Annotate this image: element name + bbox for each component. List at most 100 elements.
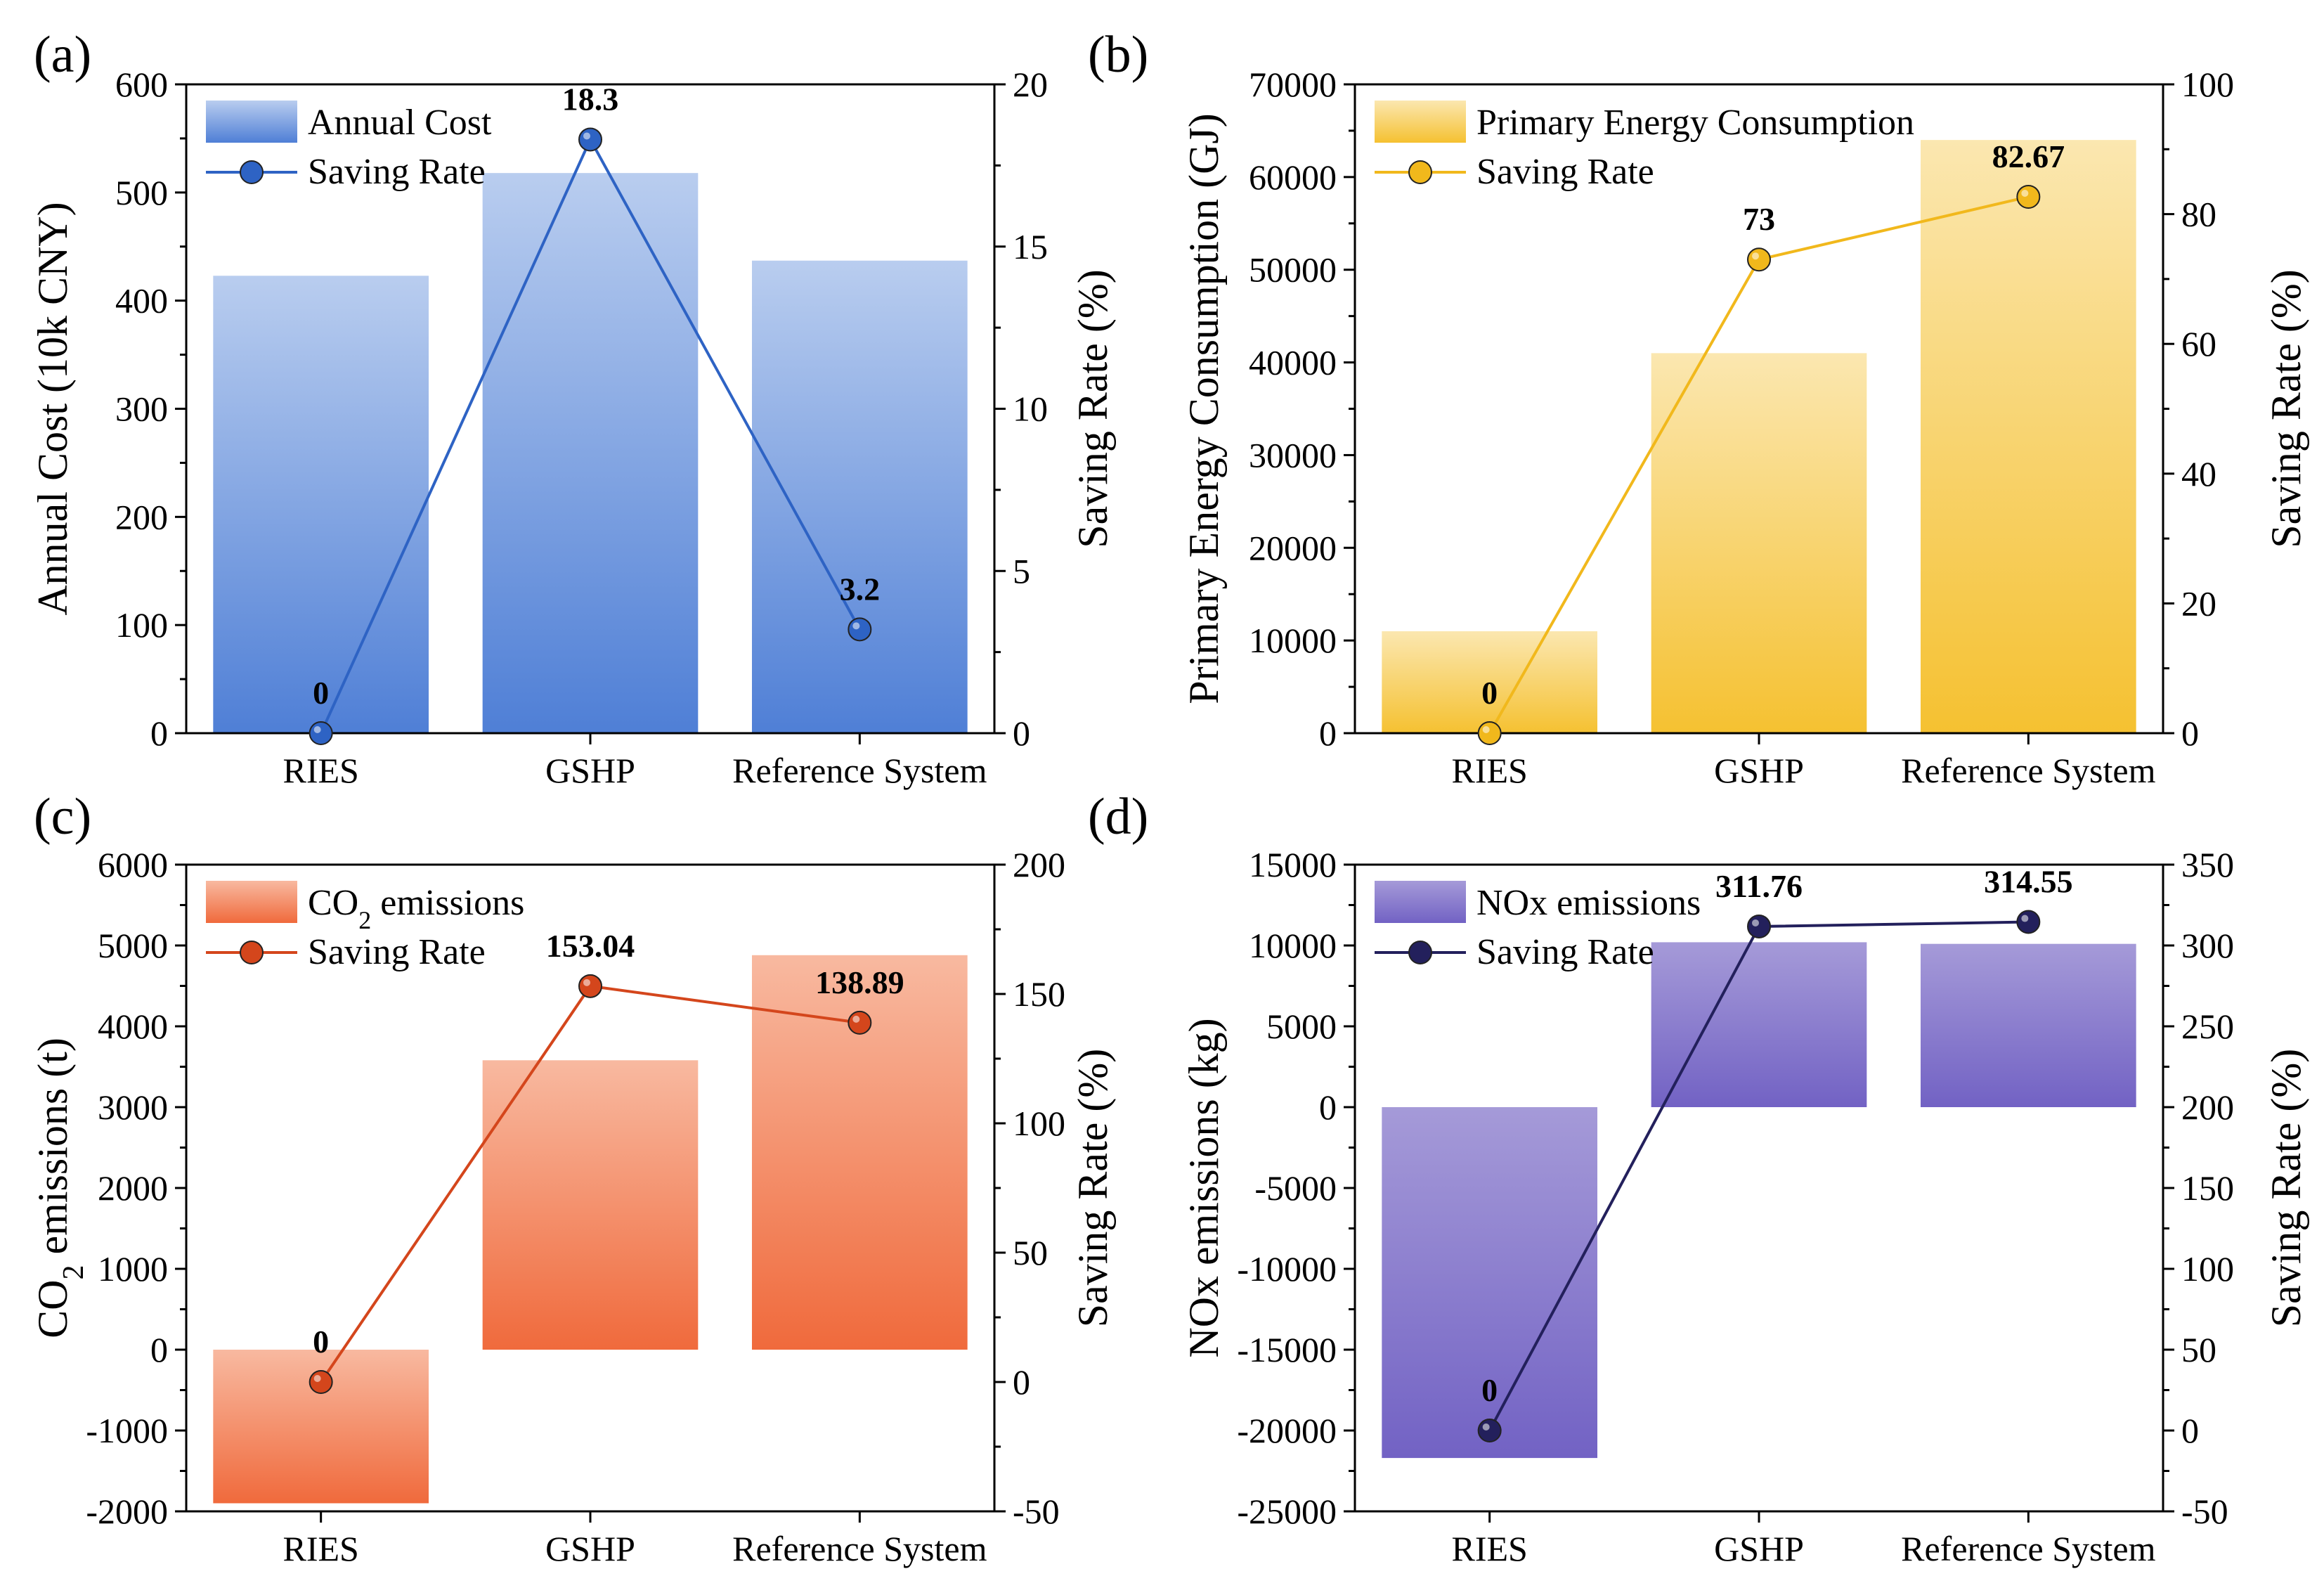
y-tick-label: -10000 — [1237, 1249, 1337, 1289]
x-tick-label: RIES — [1451, 1529, 1527, 1568]
y2-tick-label: 100 — [1013, 1104, 1065, 1143]
y-tick-label: -2000 — [86, 1492, 168, 1531]
y-tick-label: 70000 — [1249, 65, 1337, 104]
point-highlight — [852, 1015, 860, 1023]
y2-tick-label: -50 — [2181, 1492, 2228, 1531]
panel-d: (d) -25000-20000-15000-10000-50000500010… — [1088, 788, 2309, 1568]
y2-tick-label: 350 — [2181, 845, 2234, 884]
bar — [1921, 140, 2136, 734]
y-tick-label: -20000 — [1237, 1411, 1337, 1450]
saving-rate-point — [848, 1010, 872, 1035]
y2-tick-label: 10 — [1013, 389, 1048, 429]
bar — [1921, 943, 2136, 1107]
y-tick-label: 20000 — [1249, 528, 1337, 567]
y-tick-label: 1000 — [98, 1249, 168, 1289]
point-highlight — [583, 979, 590, 986]
panel-label: (d) — [1088, 788, 1148, 846]
y2-tick-label: 150 — [1013, 974, 1065, 1014]
legend-line-label: Saving Rate — [308, 932, 486, 972]
legend-sub: 2 — [358, 906, 371, 934]
point-highlight — [313, 726, 321, 733]
y-tick-label: -25000 — [1237, 1492, 1337, 1531]
y-tick-label: 2000 — [98, 1168, 168, 1208]
point-highlight — [1752, 252, 1759, 260]
y-tick-label: 0 — [1319, 713, 1337, 753]
legend-line-label: Saving Rate — [308, 152, 486, 192]
saving-rate-point — [2016, 910, 2041, 934]
y2-tick-label: 0 — [2181, 713, 2199, 753]
y2-tick-label: -50 — [1013, 1492, 1060, 1531]
y2-tick-label: 0 — [1013, 713, 1030, 753]
saving-rate-value-label: 0 — [1481, 1372, 1498, 1408]
y-tick-label: 3000 — [98, 1087, 168, 1127]
y2-tick-label: 80 — [2181, 195, 2216, 234]
x-tick-label: GSHP — [1714, 751, 1804, 790]
legend-line-label: Saving Rate — [1476, 932, 1654, 972]
y-tick-label: 600 — [115, 65, 168, 104]
y-axis-label-text: CO — [30, 1279, 76, 1338]
saving-rate-value-label: 138.89 — [815, 964, 904, 1000]
legend-bar-label: Annual Cost — [308, 103, 492, 143]
panel-label: (b) — [1088, 26, 1148, 84]
saving-rate-value-label: 0 — [313, 675, 329, 711]
y2-axis-label: Saving Rate (%) — [2263, 269, 2309, 548]
y-tick-label: 500 — [115, 173, 168, 212]
saving-rate-point — [1477, 721, 1502, 745]
x-tick-label: RIES — [283, 1529, 358, 1568]
y2-tick-label: 0 — [2181, 1411, 2199, 1450]
bar — [213, 276, 429, 733]
y2-tick-label: 100 — [2181, 1249, 2234, 1289]
chart-a: 0 100 200 300 400 500 600 0 5 10 15 20 RIES GSHP Refer… — [30, 65, 1116, 790]
panel-a: (a) 0 100 200 300 400 500 600 0 5 10 15 20 RIES GSHP R… — [30, 26, 1116, 790]
chart-b: 0 10000 20000 30000 40000 50000 60000 70000 0 20 4… — [1181, 65, 2309, 790]
legend-bar-label: NOx emissions — [1476, 883, 1701, 923]
y2-tick-label: 50 — [1013, 1233, 1048, 1272]
saving-rate-point — [309, 721, 333, 745]
legend-point-swatch — [1408, 941, 1432, 964]
y-tick-label: 6000 — [98, 845, 168, 884]
legend-bar-swatch — [1375, 101, 1466, 143]
y-axis-label-sub: 2 — [58, 1265, 90, 1279]
x-tick-label: RIES — [283, 751, 358, 790]
legend-point-swatch — [240, 160, 264, 184]
y-tick-label: 50000 — [1249, 250, 1337, 290]
legend-bar-swatch — [1375, 881, 1466, 923]
x-tick-label: GSHP — [545, 751, 635, 790]
y2-tick-label: 100 — [2181, 65, 2234, 104]
y2-tick-label: 0 — [1013, 1362, 1030, 1402]
point-highlight — [313, 1375, 321, 1382]
y-tick-label: 15000 — [1249, 845, 1337, 884]
bar — [482, 173, 699, 734]
x-tick-label: GSHP — [1714, 1529, 1804, 1568]
saving-rate-value-label: 73 — [1743, 201, 1775, 237]
y2-tick-label: 50 — [2181, 1330, 2216, 1369]
y-axis-label-text: emissions (t) — [30, 1038, 76, 1265]
y2-tick-label: 20 — [1013, 65, 1048, 104]
y2-tick-label: 60 — [2181, 324, 2216, 363]
y-tick-label: 5000 — [1266, 1007, 1337, 1046]
chart-c: -2000-10000100020003000400050006000-5005… — [30, 845, 1116, 1568]
saving-rate-value-label: 311.76 — [1715, 868, 1803, 904]
saving-rate-value-label: 18.3 — [562, 81, 619, 117]
saving-rate-value-label: 153.04 — [546, 928, 635, 964]
y2-tick-label: 20 — [2181, 583, 2216, 623]
y2-tick-label: 250 — [2181, 1007, 2234, 1046]
saving-rate-point — [309, 1370, 333, 1394]
point-highlight — [2021, 189, 2029, 197]
y2-tick-label: 150 — [2181, 1168, 2234, 1208]
chart-d: -25000-20000-15000-10000-500005000100001… — [1181, 845, 2309, 1568]
point-highlight — [583, 132, 590, 140]
legend-bar-swatch — [206, 881, 297, 923]
y-axis-label: Annual Cost (10k CNY) — [30, 202, 76, 615]
y2-axis-label: Saving Rate (%) — [1070, 269, 1116, 548]
y-axis-label: CO2 emissions (t) — [30, 1038, 90, 1338]
y-tick-label: 40000 — [1249, 343, 1337, 382]
y2-tick-label: 300 — [2181, 926, 2234, 965]
x-tick-label: Reference System — [732, 1529, 987, 1568]
y-tick-label: 10000 — [1249, 926, 1337, 965]
y-tick-label: 300 — [115, 389, 168, 429]
bar — [1651, 353, 1867, 733]
saving-rate-value-label: 0 — [1481, 675, 1498, 711]
y-tick-label: -15000 — [1237, 1330, 1337, 1369]
y2-tick-label: 15 — [1013, 227, 1048, 266]
